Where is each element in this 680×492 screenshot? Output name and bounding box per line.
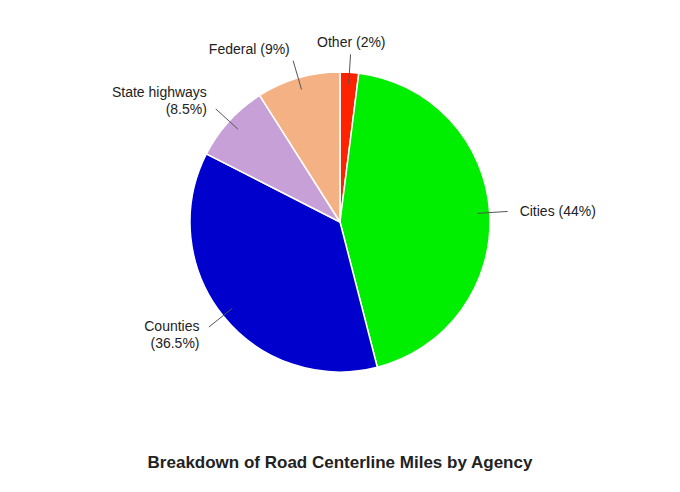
slice-label: Federal (9%) (209, 41, 290, 57)
slice-label: Other (2%) (317, 34, 385, 50)
slice-label: State highways(8.5%) (112, 84, 207, 117)
leader-line (209, 308, 232, 327)
chart-svg: Other (2%) Cities (44%) Counties(36.5%) Sta… (0, 0, 680, 492)
pie-slice (260, 72, 340, 222)
slices (190, 72, 490, 372)
leader-line (478, 211, 508, 213)
labels: Other (2%) Cities (44%) Counties(36.5%) Sta… (112, 34, 596, 351)
leader-line (349, 54, 351, 84)
slice-label: Counties(36.5%) (144, 318, 199, 351)
leader-line (293, 61, 301, 90)
slice-label: Cities (44%) (520, 203, 596, 219)
chart-container: Other (2%) Cities (44%) Counties(36.5%) Sta… (0, 0, 680, 492)
chart-title: Breakdown of Road Centerline Miles by Ag… (148, 453, 533, 472)
leader-line (216, 109, 238, 129)
